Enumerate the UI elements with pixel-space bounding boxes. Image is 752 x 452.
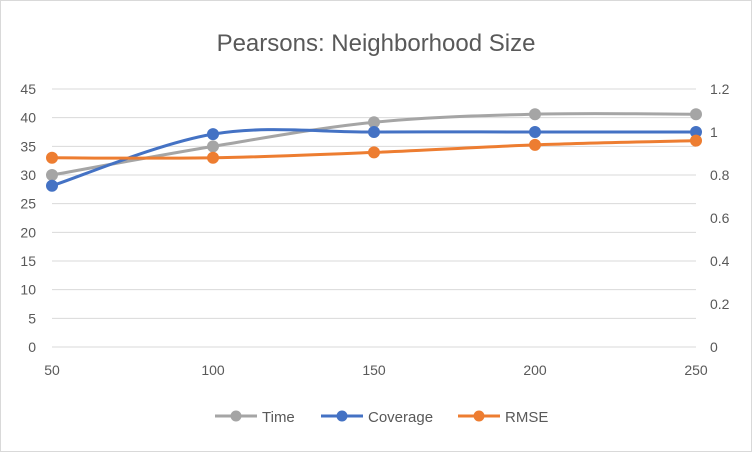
y-right-tick-label: 0.6 <box>710 210 730 226</box>
y-left-tick-label: 0 <box>28 339 36 355</box>
y-right-tick-label: 0.4 <box>710 253 730 269</box>
data-point-coverage <box>46 179 58 192</box>
x-tick-label: 200 <box>523 362 547 378</box>
legend-marker-rmse <box>473 410 485 422</box>
y-left-tick-label: 35 <box>20 138 36 154</box>
y-left-tick-label: 30 <box>20 167 36 183</box>
legend-marker-time <box>230 410 242 422</box>
legend-marker-coverage <box>336 410 348 422</box>
y-right-tick-label: 0.2 <box>710 296 730 312</box>
y-left-tick-label: 5 <box>28 310 36 326</box>
legend: Time Coverage RMSE <box>215 409 548 426</box>
data-point-time <box>207 140 219 153</box>
y-right-tick-label: 1.2 <box>710 81 730 97</box>
series-lines <box>46 108 702 192</box>
legend-label-time: Time <box>262 409 295 426</box>
data-point-time <box>529 108 541 121</box>
data-point-time <box>46 169 58 181</box>
x-tick-label: 150 <box>362 362 386 378</box>
data-point-rmse <box>207 151 219 164</box>
data-point-time <box>690 108 702 121</box>
data-point-coverage <box>368 126 380 138</box>
x-tick-label: 50 <box>44 362 60 378</box>
data-point-rmse <box>368 146 380 159</box>
axes: 0 5 10 15 20 25 30 35 40 45 0 0.2 0.4 0.6 0.8 1 1.2 50 100… <box>20 81 729 378</box>
x-tick-label: 250 <box>684 362 708 378</box>
chart-title: Pearsons: Neighborhood Size <box>217 30 536 57</box>
y-left-tick-label: 45 <box>20 81 36 97</box>
y-left-tick-label: 15 <box>20 253 36 269</box>
data-point-coverage <box>207 128 219 141</box>
data-point-rmse <box>46 151 58 164</box>
x-tick-label: 100 <box>201 362 225 378</box>
legend-label-coverage: Coverage <box>368 409 433 426</box>
legend-label-rmse: RMSE <box>505 409 548 426</box>
y-left-tick-label: 10 <box>20 282 36 298</box>
y-right-tick-label: 0 <box>710 339 718 355</box>
y-left-tick-label: 25 <box>20 196 36 212</box>
data-point-rmse <box>690 134 702 147</box>
y-left-tick-label: 20 <box>20 224 36 240</box>
data-point-coverage <box>529 126 541 138</box>
data-point-rmse <box>529 138 541 151</box>
y-right-tick-label: 1 <box>710 124 718 140</box>
y-left-tick-label: 40 <box>20 110 36 126</box>
y-right-tick-label: 0.8 <box>710 167 730 183</box>
